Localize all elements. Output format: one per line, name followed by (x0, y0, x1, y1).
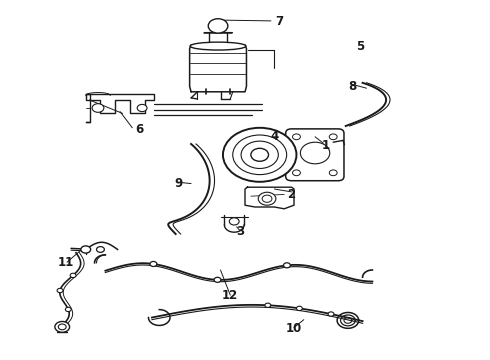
Circle shape (229, 218, 239, 225)
Circle shape (55, 321, 70, 332)
Text: 7: 7 (275, 15, 283, 28)
FancyBboxPatch shape (286, 129, 344, 181)
Text: 10: 10 (286, 322, 302, 335)
Circle shape (300, 142, 330, 164)
Circle shape (214, 277, 221, 282)
Circle shape (284, 263, 291, 268)
Circle shape (265, 303, 270, 307)
Text: 3: 3 (236, 225, 244, 238)
Circle shape (150, 261, 157, 266)
Text: 12: 12 (222, 289, 239, 302)
Circle shape (65, 307, 71, 311)
Circle shape (262, 195, 272, 202)
Circle shape (208, 19, 228, 33)
Circle shape (329, 170, 337, 176)
Circle shape (81, 246, 91, 253)
Circle shape (233, 135, 287, 175)
Text: 8: 8 (349, 80, 357, 93)
Text: 9: 9 (175, 177, 183, 190)
Circle shape (223, 128, 296, 182)
Circle shape (58, 324, 66, 330)
Circle shape (92, 104, 104, 112)
Circle shape (97, 247, 104, 252)
Circle shape (293, 134, 300, 140)
Text: 6: 6 (136, 123, 144, 136)
Circle shape (70, 273, 76, 278)
Circle shape (241, 141, 278, 168)
Circle shape (296, 306, 302, 311)
Circle shape (328, 312, 334, 316)
Text: 5: 5 (356, 40, 364, 53)
Circle shape (258, 192, 276, 205)
Ellipse shape (190, 42, 246, 50)
Text: 2: 2 (288, 188, 295, 201)
Text: 1: 1 (322, 139, 330, 152)
Circle shape (57, 288, 63, 293)
Text: 4: 4 (270, 130, 278, 143)
Circle shape (293, 170, 300, 176)
Text: 11: 11 (58, 256, 74, 269)
Circle shape (251, 148, 269, 161)
Circle shape (329, 134, 337, 140)
Circle shape (137, 104, 147, 112)
